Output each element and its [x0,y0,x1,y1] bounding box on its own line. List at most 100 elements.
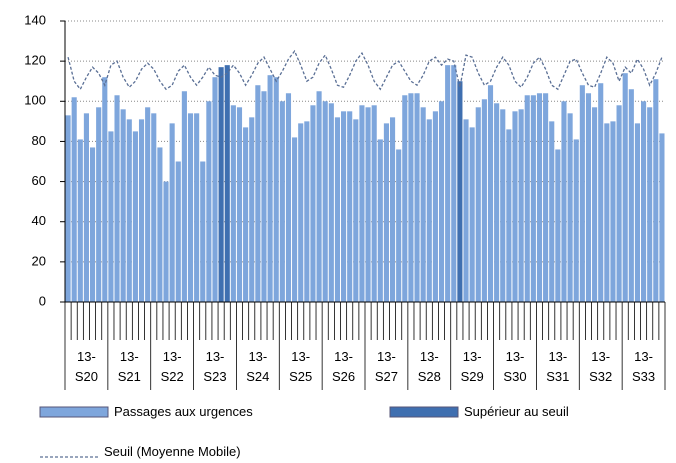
bar [518,109,524,302]
bar [267,75,273,302]
bar [659,133,665,302]
y-tick-label: 40 [32,213,46,228]
bar [604,123,610,302]
x-group-label: 13-S25 [289,349,313,384]
bar [598,83,604,302]
bar [292,137,298,302]
bar [469,127,475,302]
x-group-label: 13-S26 [331,349,356,384]
bar [316,91,322,302]
bar [169,123,175,302]
bar [481,99,487,303]
bar [543,93,549,302]
y-tick-label: 120 [24,53,46,68]
bar [328,103,334,303]
bar [389,117,396,302]
bar [512,111,518,302]
bar [83,113,89,302]
bar [647,107,653,302]
y-tick-label: 60 [32,173,46,188]
bar [628,89,634,302]
bar [89,147,96,302]
bar [365,107,371,302]
bar [236,107,243,302]
legend-label: Passages aux urgences [114,404,253,419]
bar [524,95,530,302]
x-group-label: 13-S27 [374,349,398,384]
bar [230,105,236,302]
bar [610,121,616,302]
x-group-label: 13-S30 [503,349,527,384]
bar [279,101,285,303]
y-tick-label: 140 [24,12,46,27]
bar [194,113,200,302]
bar [549,121,555,302]
bar [414,93,420,302]
bar [187,113,194,302]
bar [641,101,647,303]
bar [408,93,414,302]
x-group-label: 13-S28 [417,349,441,384]
bar [487,85,494,302]
bar [402,95,408,302]
bar [475,107,481,302]
bar [567,113,573,302]
x-group-label: 13-S24 [246,349,270,384]
bar [126,119,132,302]
bar [585,93,592,302]
bar [310,105,316,302]
x-group-label: 13-S33 [631,349,656,384]
x-group-label: 13-S32 [589,349,613,384]
bar [383,123,389,302]
x-group-label: 13-S29 [460,349,484,384]
bar [175,161,181,302]
bar [359,105,365,302]
bar [212,77,218,302]
y-tick-label: 100 [24,93,46,108]
bar [200,161,206,302]
bar [438,101,445,303]
bar [530,95,536,302]
legend-swatch [389,406,459,418]
bar [157,147,163,302]
legend-swatch [39,406,109,418]
bar [653,79,659,302]
y-tick-label: 20 [32,253,46,268]
bar [243,127,249,302]
bar [463,119,469,302]
bar [579,85,585,302]
bar [500,109,506,302]
bar [304,121,310,302]
bar [114,95,120,302]
bar [420,107,426,302]
bar [138,119,145,302]
bar [261,91,267,302]
y-tick-label: 0 [39,293,46,308]
threshold-line [67,49,663,91]
bar [536,93,543,302]
bar [285,93,292,302]
bar [432,111,438,302]
bar [151,113,157,302]
bar [65,115,71,302]
x-group-label: 13-S21 [117,349,141,384]
bar [224,65,230,303]
bar [573,139,579,302]
bar [249,117,255,302]
x-group-label: 13-S22 [160,349,184,384]
bar [218,67,224,303]
bar [334,117,341,302]
bar [206,101,212,303]
bar [634,123,641,302]
bar [255,85,261,302]
bar [592,107,598,302]
bar [181,91,187,302]
bar [445,65,451,303]
bar [377,139,383,302]
bar [561,101,567,303]
bar [371,105,377,302]
bar [555,149,561,302]
bar [494,103,500,303]
